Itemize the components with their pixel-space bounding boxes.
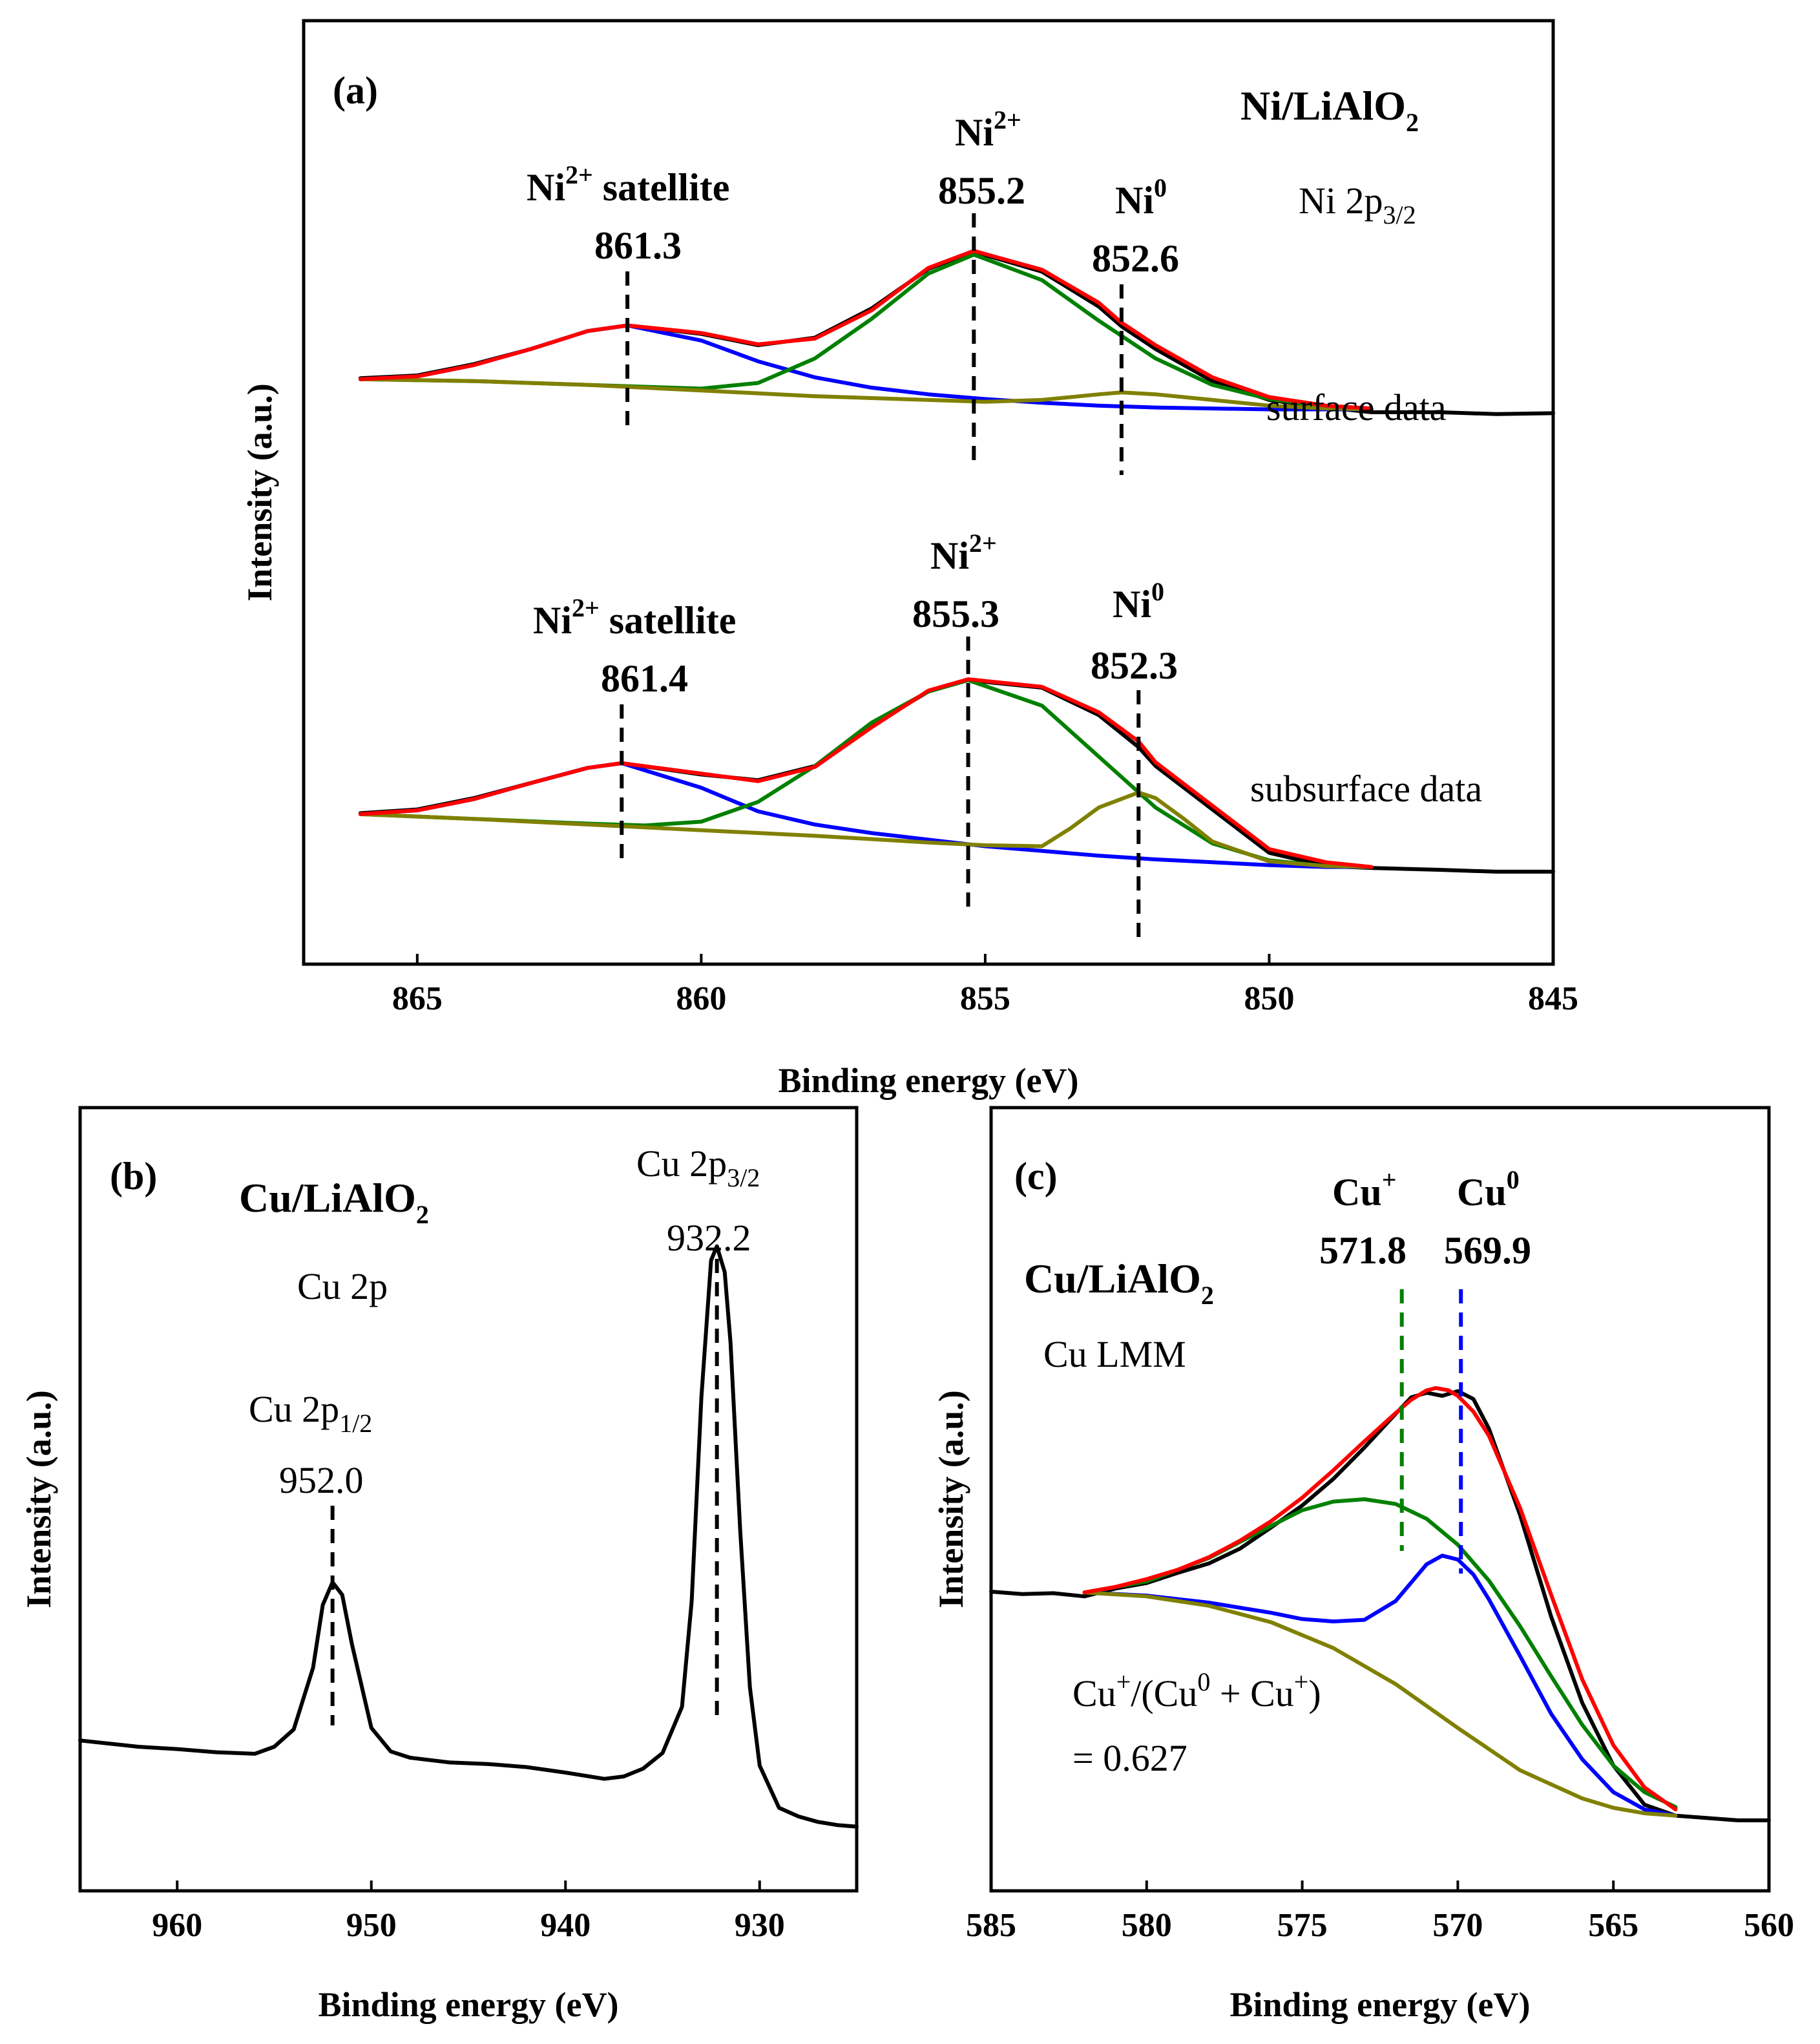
cu-2p32-value: 932.2 <box>667 1217 751 1259</box>
panel-a-region-label: Ni 2p3/2 <box>1299 180 1416 229</box>
panel-a-dashed-markers <box>620 213 1141 937</box>
panel-c-sample-name: Cu/LiAlO2 <box>1024 1256 1214 1310</box>
x-tick-label: 560 <box>1744 1907 1794 1944</box>
panel-a-x-axis-label: Binding energy (eV) <box>779 1061 1079 1100</box>
cu-2p-raw-curve <box>78 1244 859 1829</box>
x-tick-label: 865 <box>392 980 443 1017</box>
panel-b-x-ticks: 960 950 940 930 <box>152 1881 785 1944</box>
cu-zero-value: 569.9 <box>1444 1229 1531 1272</box>
panel-a-x-ticks: 865 860 855 850 845 <box>392 954 1578 1017</box>
panel-b-y-axis-label: Intensity (a.u.) <box>19 1390 58 1608</box>
surface-ni0-label: Ni0 <box>1115 173 1167 222</box>
panel-a-label: (a) <box>333 69 378 112</box>
subsurface-ni2-label: Ni2+ <box>930 529 997 577</box>
x-tick-label: 960 <box>152 1907 202 1944</box>
panel-a: 865 860 855 850 845 (a) Ni/LiAlO2 Ni 2p3/2 N… <box>240 19 1578 1100</box>
panel-b-curves <box>78 1244 859 1829</box>
x-tick-label: 575 <box>1277 1907 1328 1944</box>
panel-c-curves <box>989 1385 1771 1822</box>
subsurface-ni2-value: 855.3 <box>912 593 999 635</box>
panel-b-x-axis-label: Binding energy (eV) <box>319 1985 619 2024</box>
panel-a-sample-name: Ni/LiAlO2 <box>1240 83 1419 137</box>
cu-plus-label: Cu+ <box>1332 1165 1397 1214</box>
subsurface-fit-curve <box>358 677 1374 869</box>
surface-fit-curve <box>358 249 1374 411</box>
background-component <box>1082 1590 1678 1818</box>
x-tick-label: 585 <box>966 1907 1016 1944</box>
subsurface-ni0-label: Ni0 <box>1113 577 1164 626</box>
subsurface-ni2-satellite-value: 861.4 <box>601 657 688 700</box>
cu-lmm-fit-curve <box>1082 1385 1678 1811</box>
x-tick-label: 940 <box>540 1907 591 1944</box>
surface-ni0-component <box>358 377 1374 412</box>
x-tick-label: 850 <box>1244 980 1294 1017</box>
panel-c-label: (c) <box>1014 1155 1058 1197</box>
x-tick-label: 860 <box>676 980 726 1017</box>
panel-c: 585 580 575 570 565 560 (c) Cu+ 571.8 Cu0 569… <box>932 1106 1794 2024</box>
surface-ni2-label: Ni2+ <box>955 105 1021 154</box>
cu-2p32-label: Cu 2p3/2 <box>636 1143 760 1192</box>
cu-2p12-label: Cu 2p1/2 <box>249 1388 372 1438</box>
x-tick-label: 855 <box>960 980 1010 1017</box>
panel-c-region-label: Cu LMM <box>1043 1333 1186 1375</box>
cu-ratio-formula: Cu+/(Cu0 + Cu+) <box>1072 1667 1321 1714</box>
surface-ni2-value: 855.2 <box>938 169 1025 212</box>
panel-a-y-axis-label: Intensity (a.u.) <box>240 383 279 602</box>
x-tick-label: 930 <box>735 1907 785 1944</box>
surface-ni2-satellite-label: Ni2+ satellite <box>527 160 729 209</box>
panel-c-x-ticks: 585 580 575 570 565 560 <box>966 1881 1794 1944</box>
cu-zero-label: Cu0 <box>1457 1165 1520 1214</box>
panel-b-label: (b) <box>110 1155 157 1197</box>
cu-ratio-value: = 0.627 <box>1072 1737 1187 1779</box>
surface-ni2-satellite-value: 861.3 <box>594 224 682 267</box>
cu-plus-component <box>1082 1497 1678 1809</box>
cu-zero-component <box>1082 1554 1678 1818</box>
panel-b: 960 950 940 930 (b) Cu/LiAlO2 Cu 2p Cu 2p1/… <box>19 1106 859 2024</box>
x-tick-label: 950 <box>346 1907 397 1944</box>
cu-plus-value: 571.8 <box>1319 1229 1407 1272</box>
panel-c-x-axis-label: Binding energy (eV) <box>1230 1985 1531 2024</box>
x-tick-label: 580 <box>1122 1907 1172 1944</box>
panel-b-plot-frame <box>78 1106 859 1893</box>
panel-c-y-axis-label: Intensity (a.u.) <box>932 1390 970 1608</box>
panel-b-region-label: Cu 2p <box>297 1265 388 1307</box>
subsurface-data-label: subsurface data <box>1250 768 1482 810</box>
subsurface-ni2-satellite-label: Ni2+ satellite <box>533 593 736 642</box>
panel-a-curves <box>358 249 1555 874</box>
cu-2p12-value: 952.0 <box>279 1459 364 1501</box>
panel-a-plot-frame <box>302 19 1555 966</box>
x-tick-label: 845 <box>1528 980 1578 1017</box>
panel-b-sample-name: Cu/LiAlO2 <box>239 1175 429 1229</box>
x-tick-label: 565 <box>1588 1907 1638 1944</box>
subsurface-ni0-component <box>358 790 1374 869</box>
x-tick-label: 570 <box>1432 1907 1483 1944</box>
panel-c-plot-frame <box>989 1106 1771 1893</box>
subsurface-ni0-value: 852.3 <box>1091 644 1178 687</box>
panel-c-dashed-markers <box>1399 1289 1463 1574</box>
surface-ni0-value: 852.6 <box>1092 237 1179 280</box>
surface-data-label: surface data <box>1266 386 1447 428</box>
panel-b-dashed-markers <box>330 1259 719 1725</box>
